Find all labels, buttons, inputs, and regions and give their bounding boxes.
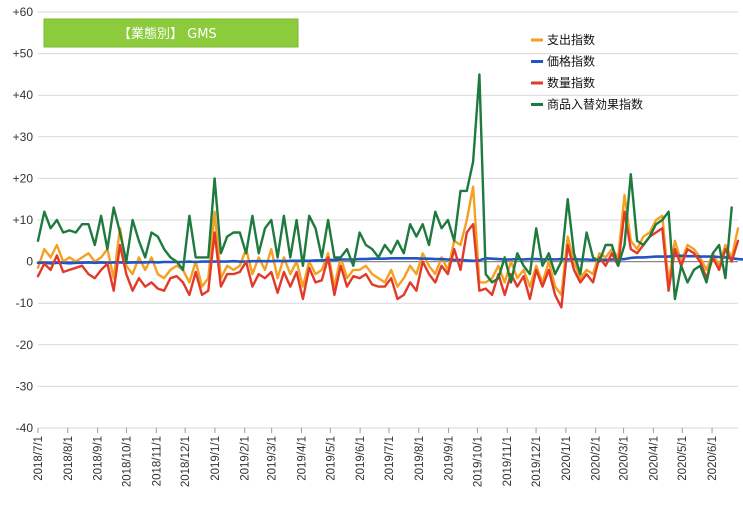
y-tick-label: +30 [13, 130, 34, 144]
y-tick-label: -40 [16, 421, 34, 435]
x-tick-label: 2019/9/1 [444, 436, 456, 481]
x-tick-label: 2020/3/1 [619, 436, 631, 481]
y-tick-label: -30 [16, 379, 34, 393]
x-tick-label: 2020/5/1 [677, 436, 689, 481]
x-tick-label: 2019/12/1 [531, 436, 543, 487]
y-tick-label: -10 [16, 296, 34, 310]
series-line-3 [36, 210, 740, 309]
x-tick-label: 2018/7/1 [33, 436, 45, 481]
y-axis-ticks: +60 +50 +40 +30 +20 +10 0 -10 -20 -30 -40 [13, 5, 34, 435]
series-line-1 [36, 185, 740, 297]
x-tick-label: 2020/1/1 [561, 436, 573, 481]
chart-title-background [43, 18, 299, 48]
x-tick-label: 2019/1/1 [210, 436, 222, 481]
x-tick-label: 2019/4/1 [296, 436, 308, 481]
y-tick-label: +20 [13, 171, 34, 185]
legend-label: 数量指数 [547, 75, 595, 90]
x-tick-label: 2019/6/1 [355, 436, 367, 481]
x-tick-label: 2020/4/1 [648, 436, 660, 481]
grid-lines [38, 11, 738, 429]
legend-label: 価格指数 [547, 54, 595, 69]
x-tick-label: 2019/11/1 [502, 436, 514, 486]
x-tick-label: 2019/10/1 [472, 436, 484, 487]
x-tick-label: 2019/8/1 [414, 436, 426, 481]
x-tick-label: 2019/7/1 [384, 436, 396, 481]
series-line-4 [36, 73, 733, 301]
x-tick-label: 2018/10/1 [121, 436, 133, 487]
x-tick-label: 2020/6/1 [707, 436, 719, 481]
legend-label: 支出指数 [547, 32, 595, 47]
x-tick-label: 2018/11/1 [151, 436, 163, 486]
legend-label: 商品入替効果指数 [547, 97, 643, 112]
x-tick-label: 2019/3/1 [267, 436, 279, 481]
chart-title: 【業態別】 GMS [118, 26, 217, 42]
y-tick-label: +10 [13, 213, 34, 227]
y-tick-label: +60 [13, 5, 34, 19]
x-tick-label: 2019/2/1 [240, 436, 252, 481]
series-lines [36, 73, 743, 309]
x-tick-label: 2018/9/1 [93, 436, 105, 481]
y-tick-label: +50 [13, 47, 34, 61]
x-tick-label: 2018/12/1 [180, 436, 192, 487]
y-tick-label: 0 [26, 255, 33, 269]
x-tick-label: 2020/2/1 [591, 436, 603, 481]
y-tick-label: +40 [13, 88, 34, 102]
chart-title-box: 【業態別】 GMS [43, 18, 299, 48]
series-line-2 [36, 254, 743, 265]
y-tick-label: -20 [16, 338, 34, 352]
x-tick-label: 2019/5/1 [325, 436, 337, 481]
x-axis-ticks: 2018/7/1 2018/8/1 2018/9/1 2018/10/1 2018/11… [33, 428, 719, 487]
x-tick-label: 2018/8/1 [63, 436, 75, 481]
